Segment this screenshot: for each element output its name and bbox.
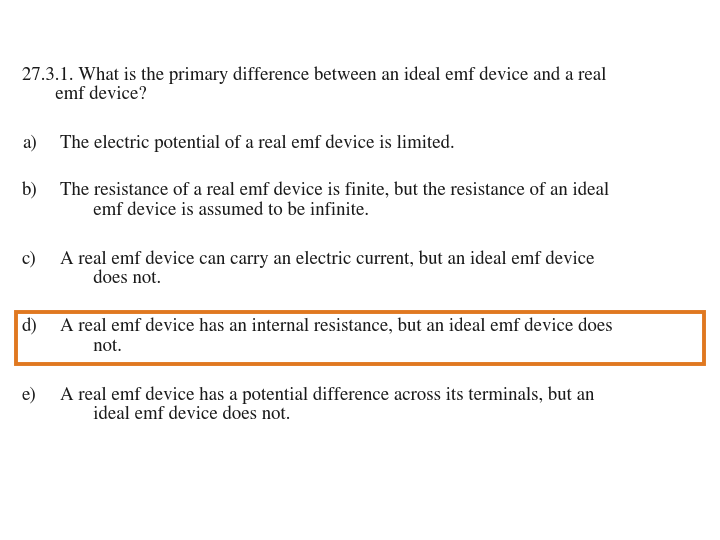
Text: ⓦ: ⓦ — [12, 9, 24, 29]
Text: d): d) — [22, 318, 37, 335]
Text: emf device is assumed to be infinite.: emf device is assumed to be infinite. — [60, 202, 369, 219]
Text: The electric potential of a real emf device is limited.: The electric potential of a real emf dev… — [60, 134, 454, 152]
Text: A real emf device has an internal resistance, but an ideal emf device does: A real emf device has an internal resist… — [60, 318, 613, 335]
Text: c): c) — [22, 250, 37, 267]
Text: The resistance of a real emf device is finite, but the resistance of an ideal: The resistance of a real emf device is f… — [60, 182, 609, 199]
Text: b): b) — [22, 182, 37, 199]
Text: A real emf device can carry an electric current, but an ideal emf device: A real emf device can carry an electric … — [60, 250, 595, 268]
Text: 27.3.1. What is the primary difference between an ideal emf device and a real: 27.3.1. What is the primary difference b… — [22, 66, 606, 84]
Text: emf device?: emf device? — [22, 86, 147, 103]
Text: A real emf device has a potential difference across its terminals, but an: A real emf device has a potential differ… — [60, 386, 595, 404]
Text: ideal emf device does not.: ideal emf device does not. — [60, 406, 290, 423]
Text: a): a) — [22, 134, 37, 151]
Text: does not.: does not. — [60, 270, 161, 287]
Text: not.: not. — [60, 338, 122, 355]
Text: e): e) — [22, 386, 37, 403]
Text: WILEY: WILEY — [45, 7, 132, 31]
